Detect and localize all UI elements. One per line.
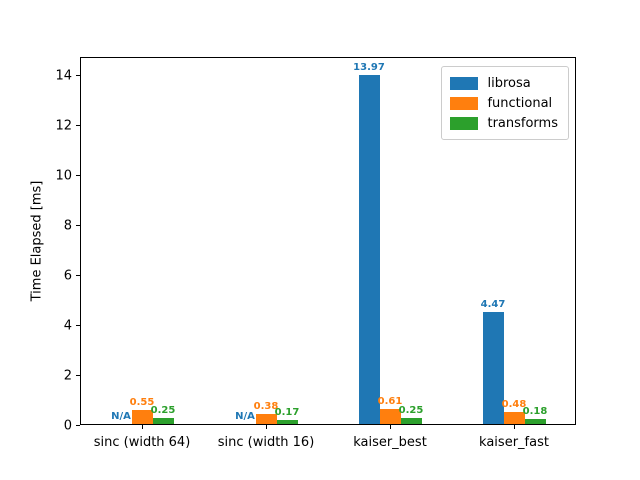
bar-value-label: 0.48 — [501, 399, 527, 410]
spine-right — [575, 57, 576, 425]
x-tick-label-2: kaiser_best — [353, 435, 427, 450]
bar-value-label: 0.61 — [377, 396, 403, 407]
bar-librosa-2 — [358, 75, 380, 424]
y-tick-label: 14 — [55, 68, 72, 83]
x-tick-label-0: sinc (width 64) — [93, 435, 191, 450]
x-tick-mark — [390, 425, 391, 429]
bar-functional-2 — [379, 409, 401, 424]
bar-value-label: 0.25 — [398, 405, 424, 416]
y-tick-mark — [76, 425, 80, 426]
bar-functional-0 — [131, 410, 153, 424]
y-tick-label: 0 — [63, 418, 72, 433]
legend-swatch-functional — [450, 96, 479, 110]
x-tick-label-3: kaiser_fast — [479, 435, 549, 450]
y-tick-label: 4 — [63, 318, 72, 333]
spine-bottom — [80, 424, 576, 425]
y-tick-mark — [76, 175, 80, 176]
bar-value-label: 4.47 — [480, 299, 506, 310]
plot-area: N/A N/A 13.97 4.47 0.55 0.38 0.61 0.48 0.25 0.17 0… — [80, 57, 576, 425]
y-tick-mark — [76, 125, 80, 126]
bar-value-label: 0.55 — [129, 397, 155, 408]
y-tick-label: 6 — [63, 268, 72, 283]
y-tick-mark — [76, 325, 80, 326]
bar-value-label: 0.38 — [253, 401, 279, 412]
bar-transforms-3 — [524, 419, 546, 424]
bar-value-label: 0.17 — [274, 407, 300, 418]
bar-value-label: 0.18 — [522, 406, 548, 417]
bar-value-label: 13.97 — [353, 62, 385, 73]
bar-transforms-1 — [276, 420, 298, 424]
spine-top — [80, 57, 576, 58]
bar-functional-3 — [503, 412, 525, 424]
bar-value-label: 0.25 — [150, 405, 176, 416]
bar-value-label: N/A — [111, 411, 131, 422]
bar-functional-1 — [255, 414, 277, 424]
legend-item-librosa: librosa — [450, 73, 558, 93]
y-tick-mark — [76, 75, 80, 76]
y-tick-mark — [76, 275, 80, 276]
y-tick-label: 8 — [63, 218, 72, 233]
legend-label: transforms — [487, 115, 558, 131]
y-tick-label: 2 — [63, 368, 72, 383]
legend-swatch-transforms — [450, 116, 479, 130]
y-axis-label: Time Elapsed [ms] — [29, 180, 45, 302]
legend: librosa functional transforms — [441, 66, 569, 140]
legend-item-transforms: transforms — [450, 113, 558, 133]
bar-librosa-3 — [482, 312, 504, 424]
y-tick-mark — [76, 225, 80, 226]
y-tick-mark — [76, 375, 80, 376]
bar-transforms-2 — [400, 418, 422, 424]
bar-transforms-0 — [152, 418, 174, 424]
legend-label: functional — [487, 95, 553, 111]
x-tick-mark — [514, 425, 515, 429]
y-tick-label: 12 — [55, 118, 72, 133]
legend-swatch-librosa — [450, 76, 479, 90]
spine-left — [80, 57, 81, 425]
bar-value-label: N/A — [235, 411, 255, 422]
x-tick-label-1: sinc (width 16) — [217, 435, 315, 450]
legend-item-functional: functional — [450, 93, 558, 113]
x-tick-mark — [266, 425, 267, 429]
x-tick-mark — [142, 425, 143, 429]
y-tick-label: 10 — [55, 168, 72, 183]
legend-label: librosa — [487, 75, 531, 91]
